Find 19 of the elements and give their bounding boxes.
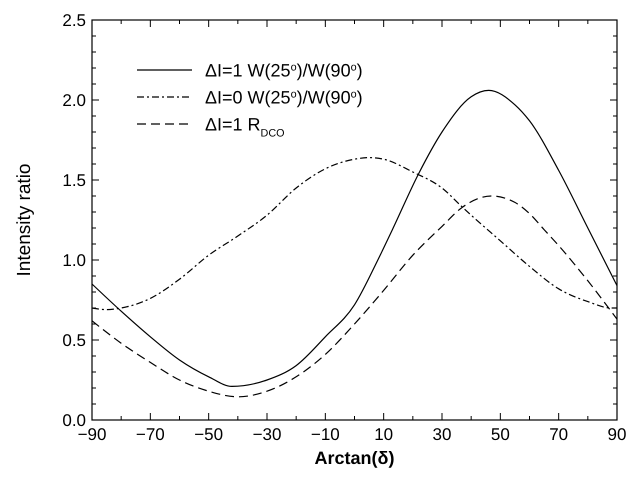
y-tick-label: 2.0 bbox=[62, 90, 86, 110]
y-tick-label: 1.5 bbox=[62, 170, 86, 190]
x-tick-label: 90 bbox=[608, 425, 626, 444]
y-tick-label: 2.5 bbox=[62, 10, 86, 30]
x-tick-label: −50 bbox=[194, 425, 224, 444]
legend-label: ΔI=0 W(25$^{o}$)/W(90$^{o}$) bbox=[205, 87, 363, 108]
x-tick-label: 30 bbox=[432, 425, 452, 444]
x-tick-label: 70 bbox=[549, 425, 568, 444]
x-axis-title: Arctan(δ) bbox=[314, 448, 394, 468]
x-tick-label: −30 bbox=[252, 425, 282, 444]
x-tick-label: 10 bbox=[374, 425, 394, 444]
y-axis-title: Intensity ratio bbox=[14, 164, 35, 276]
x-tick-label: 50 bbox=[490, 425, 510, 444]
x-tick-label: −10 bbox=[310, 425, 340, 444]
legend-label: ΔI=1 W(25$^{o}$)/W(90$^{o}$) bbox=[205, 60, 363, 80]
y-tick-label: 0.5 bbox=[62, 330, 86, 350]
legend-label: ΔI=1 R$_{DCO}$ bbox=[205, 114, 285, 140]
y-tick-label: 1.0 bbox=[62, 250, 86, 270]
x-tick-label: −70 bbox=[136, 425, 165, 444]
